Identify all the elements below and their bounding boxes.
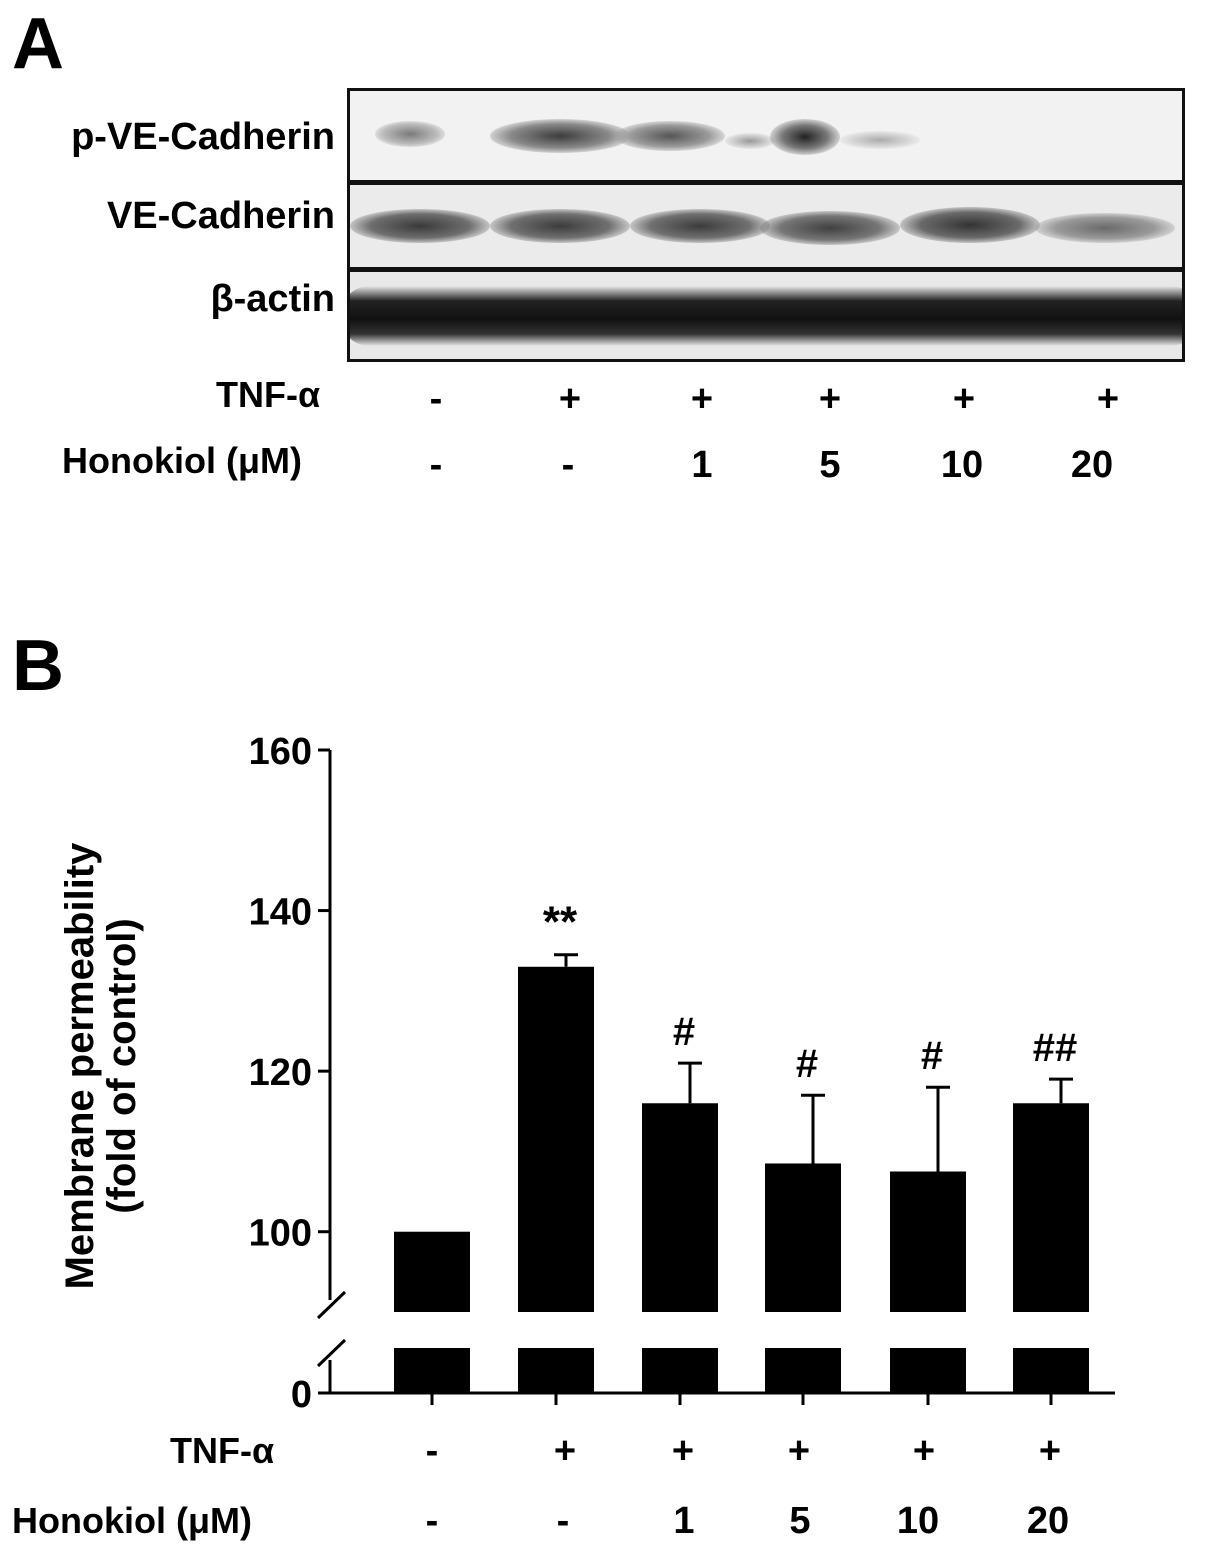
blot-beta-actin [347, 269, 1185, 362]
panel-b-tnf-label: TNF-α [170, 1430, 275, 1471]
panel-a-tnf-value: + [818, 378, 842, 420]
panel-a-tnf-value: + [690, 378, 714, 420]
panel-a-honokiol-value: 1 [691, 444, 713, 486]
panel-b-tnf-value: + [1038, 1430, 1062, 1472]
y-tick-label: 160 [249, 731, 312, 773]
row-label-p-ve-cadherin: p-VE-Cadherin [71, 116, 335, 158]
panel-a-honokiol-value: 10 [940, 444, 984, 486]
bar [1013, 1103, 1089, 1312]
blot-band [490, 209, 630, 243]
bar [765, 1163, 841, 1312]
panel-b-honokiol-value: - [556, 1500, 570, 1542]
panel-b-tnf-value: + [912, 1430, 936, 1472]
blot-band [770, 119, 840, 155]
blot-band [490, 119, 630, 153]
blot-band [900, 207, 1040, 243]
bar-lower-segment [890, 1348, 966, 1393]
bar-lower-segment [394, 1348, 470, 1393]
bar-lower-segment [765, 1348, 841, 1393]
y-tick-label: 120 [249, 1052, 312, 1094]
panel-a-honokiol-value: - [429, 444, 443, 486]
bar [394, 1231, 470, 1312]
blot-band [350, 286, 1182, 346]
significance-annotation: # [796, 1042, 818, 1086]
bar [642, 1103, 718, 1312]
bar-lower-segment [518, 1348, 594, 1393]
bar [518, 966, 594, 1312]
y-tick-label: 100 [249, 1213, 312, 1255]
panel-b-tnf-value: + [671, 1430, 695, 1472]
bar-lower-segment [1013, 1348, 1089, 1393]
blot-band [630, 209, 770, 243]
axis-break-mark [316, 1338, 347, 1368]
blot-p-ve-cadherin [347, 88, 1185, 183]
row-label-beta-actin: β-actin [210, 278, 335, 320]
row-label-ve-cadherin: VE-Cadherin [106, 195, 335, 237]
blot-band [615, 121, 725, 151]
blot-band [1035, 213, 1175, 243]
blot-band [350, 209, 490, 243]
y-tick-label: 140 [249, 892, 312, 934]
panel-a-tnf-value: + [558, 378, 582, 420]
blot-band [725, 133, 775, 149]
significance-annotation: # [673, 1010, 695, 1054]
panel-a-honokiol-label: Honokiol (μM) [62, 440, 302, 481]
blot-band [375, 121, 445, 147]
panel-a-tnf-label: TNF-α [216, 374, 321, 415]
panel-b-tnf-value: - [425, 1430, 439, 1472]
panel-a-letter: A [12, 4, 64, 84]
panel-b-tnf-value: + [787, 1430, 811, 1472]
panel-a-honokiol-value: 5 [819, 444, 841, 486]
blot-band [840, 131, 920, 149]
significance-annotation: ** [543, 898, 578, 947]
panel-a-tnf-value: + [952, 378, 976, 420]
panel-b-honokiol-value: - [425, 1500, 439, 1542]
panel-b-honokiol-value: 20 [1026, 1500, 1070, 1542]
panel-b-letter: B [12, 626, 64, 706]
significance-annotation: ## [1033, 1026, 1078, 1070]
panel-b-honokiol-label: Honokiol (μM) [12, 1500, 252, 1541]
bar-lower-segment [642, 1348, 718, 1393]
blot-ve-cadherin [347, 182, 1185, 270]
axis-break-mark [316, 1290, 347, 1320]
y-tick-label: 0 [291, 1374, 312, 1416]
panel-a-tnf-value: + [1096, 378, 1120, 420]
panel-a-honokiol-value: 20 [1070, 444, 1114, 486]
blot-band [760, 211, 900, 245]
panel-b-honokiol-value: 1 [673, 1500, 695, 1542]
panel-a-tnf-value: - [429, 378, 443, 420]
panel-b-honokiol-value: 5 [789, 1500, 811, 1542]
panel-b-tnf-value: + [553, 1430, 577, 1472]
panel-a-honokiol-value: - [561, 444, 575, 486]
bar [890, 1171, 966, 1312]
panel-b-honokiol-value: 10 [896, 1500, 940, 1542]
significance-annotation: # [921, 1034, 943, 1078]
